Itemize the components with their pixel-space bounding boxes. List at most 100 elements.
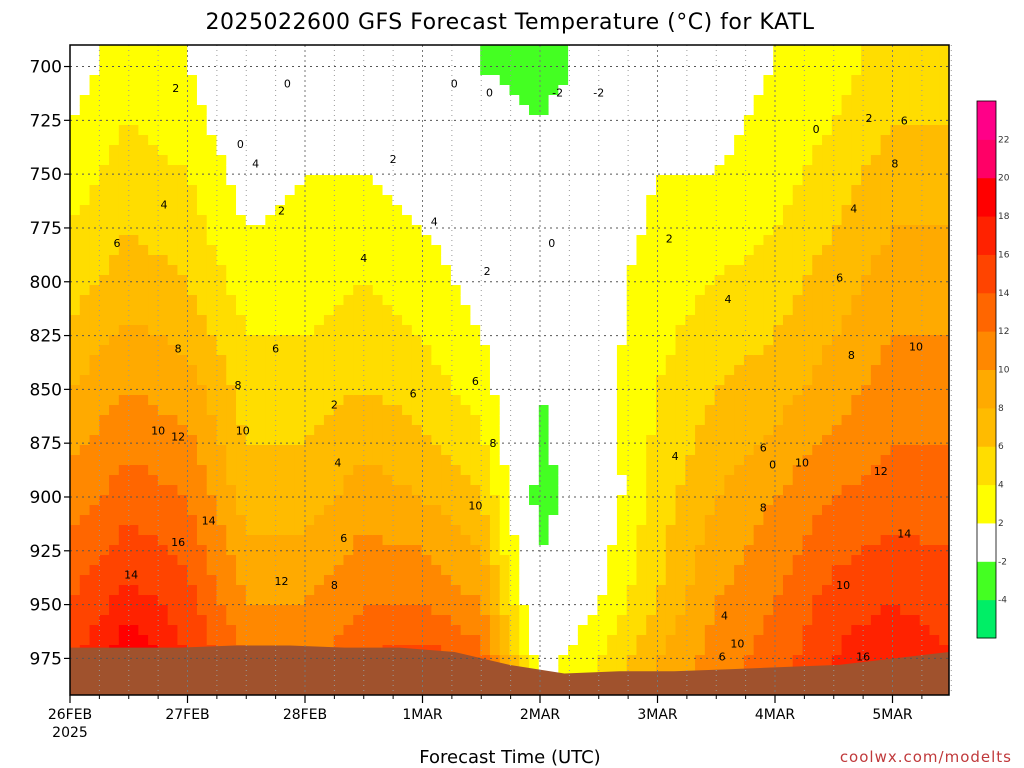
- temperature-cell: [323, 395, 335, 406]
- temperature-cell: [304, 95, 315, 106]
- temperature-cell: [118, 85, 130, 96]
- temperature-cell: [226, 275, 237, 286]
- temperature-cell: [724, 65, 735, 76]
- temperature-cell: [382, 205, 393, 216]
- temperature-cell: [148, 635, 159, 646]
- temperature-cell: [587, 595, 598, 606]
- temperature-cell: [499, 585, 511, 596]
- temperature-cell: [128, 185, 139, 196]
- temperature-cell: [568, 255, 579, 266]
- temperature-cell: [206, 95, 218, 106]
- temperature-cell: [206, 375, 218, 386]
- temperature-cell: [284, 435, 296, 446]
- temperature-cell: [480, 205, 491, 216]
- temperature-cell: [568, 495, 579, 506]
- temperature-cell: [597, 105, 608, 116]
- temperature-cell: [118, 325, 130, 336]
- temperature-cell: [304, 75, 315, 86]
- temperature-cell: [675, 75, 686, 86]
- temperature-cell: [343, 475, 354, 486]
- temperature-cell: [636, 365, 647, 376]
- temperature-cell: [773, 125, 784, 136]
- temperature-cell: [177, 555, 188, 566]
- temperature-cell: [402, 465, 413, 476]
- temperature-cell: [519, 425, 530, 436]
- temperature-cell: [587, 345, 598, 356]
- temperature-cell: [118, 505, 130, 516]
- temperature-cell: [724, 145, 735, 156]
- temperature-cell: [421, 595, 432, 606]
- temperature-cell: [460, 265, 472, 276]
- temperature-cell: [714, 485, 725, 496]
- temperature-cell: [724, 225, 735, 236]
- temperature-cell: [255, 325, 266, 336]
- temperature-cell: [402, 335, 413, 346]
- temperature-cell: [99, 195, 110, 206]
- temperature-cell: [177, 185, 188, 196]
- temperature-cell: [167, 365, 179, 376]
- temperature-cell: [128, 465, 139, 476]
- temperature-cell: [626, 485, 638, 496]
- temperature-cell: [79, 285, 91, 296]
- temperature-cell: [587, 155, 598, 166]
- temperature-cell: [363, 585, 374, 596]
- temperature-cell: [782, 425, 794, 436]
- temperature-cell: [714, 45, 725, 56]
- temperature-cell: [704, 415, 716, 426]
- temperature-cell: [460, 355, 472, 366]
- temperature-cell: [148, 85, 159, 96]
- temperature-cell: [236, 105, 247, 116]
- temperature-cell: [489, 335, 501, 346]
- temperature-cell: [616, 615, 628, 626]
- temperature-cell: [656, 385, 667, 396]
- temperature-cell: [577, 645, 589, 656]
- temperature-cell: [636, 345, 647, 356]
- temperature-cell: [411, 445, 423, 456]
- temperature-cell: [773, 85, 784, 96]
- temperature-cell: [558, 635, 569, 646]
- temperature-cell: [656, 115, 667, 126]
- temperature-cell: [519, 315, 530, 326]
- temperature-cell: [734, 465, 745, 476]
- temperature-cell: [343, 195, 354, 206]
- temperature-cell: [470, 295, 481, 306]
- temperature-cell: [79, 265, 91, 276]
- temperature-cell: [548, 45, 559, 56]
- temperature-cell: [148, 355, 159, 366]
- temperature-cell: [372, 275, 384, 286]
- temperature-cell: [118, 235, 130, 246]
- temperature-cell: [304, 585, 315, 596]
- temperature-cell: [460, 565, 472, 576]
- temperature-cell: [216, 305, 227, 316]
- temperature-cell: [236, 475, 247, 486]
- temperature-cell: [675, 55, 686, 66]
- temperature-cell: [148, 145, 159, 156]
- temperature-cell: [802, 345, 813, 356]
- temperature-cell: [372, 355, 384, 366]
- temperature-cell: [616, 415, 628, 426]
- temperature-cell: [587, 515, 598, 526]
- temperature-cell: [196, 495, 208, 506]
- temperature-cell: [343, 325, 354, 336]
- temperature-cell: [70, 165, 81, 176]
- temperature-cell: [441, 405, 452, 416]
- temperature-cell: [187, 105, 198, 116]
- temperature-cell: [294, 635, 305, 646]
- temperature-cell: [558, 265, 569, 276]
- temperature-cell: [372, 525, 384, 536]
- temperature-cell: [275, 605, 286, 616]
- temperature-cell: [616, 225, 628, 236]
- temperature-cell: [597, 415, 608, 426]
- temperature-cell: [421, 415, 432, 426]
- temperature-cell: [284, 185, 296, 196]
- temperature-cell: [431, 105, 442, 116]
- temperature-cell: [646, 165, 657, 176]
- temperature-cell: [392, 535, 403, 546]
- temperature-cell: [187, 575, 198, 586]
- temperature-cell: [636, 55, 647, 66]
- temperature-cell: [656, 475, 667, 486]
- temperature-cell: [499, 135, 511, 146]
- temperature-cell: [216, 295, 227, 306]
- temperature-cell: [284, 85, 296, 96]
- temperature-cell: [734, 475, 745, 486]
